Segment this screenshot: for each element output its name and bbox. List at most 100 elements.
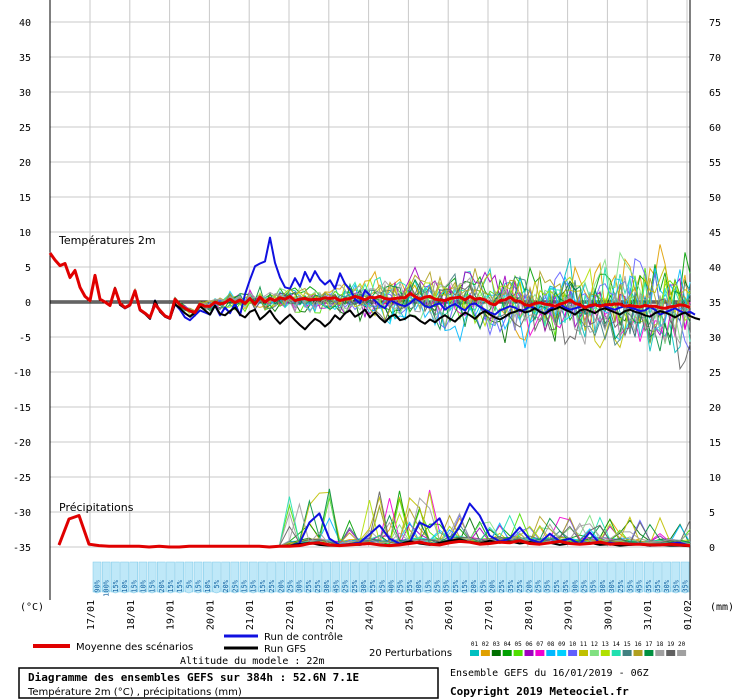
probability-badge-dot: [598, 584, 607, 594]
legend-perturbation-swatch: [655, 650, 665, 656]
probability-badge-dot: [616, 584, 625, 594]
probability-badge-dot: [561, 584, 570, 594]
y-axis-left-ticks: 40 35 30 25 20 15 10 5 0 -5 -10 -15 -20 -25 -30 -35: [13, 18, 31, 554]
probability-badge-dot: [533, 584, 543, 594]
probability-badge-label: 30%: [608, 579, 616, 592]
y-tick-label-left: 0: [25, 298, 31, 309]
x-tick-label: 26/01: [444, 600, 455, 630]
y-tick-label-right: 70: [709, 53, 721, 64]
probability-badge-dot: [221, 584, 230, 594]
legend-perturbation-swatch: [633, 650, 643, 656]
probability-badge-label: 25%: [535, 579, 543, 592]
probability-badge-label: 10%: [204, 579, 212, 592]
probability-badge-dot: [405, 584, 414, 594]
legend-perturbation-swatch: [491, 650, 501, 656]
probability-badge-dot: [386, 584, 396, 594]
legend-perturbation-number: 03: [493, 641, 501, 648]
probability-badge-label: 15%: [130, 579, 138, 592]
probability-badge-dot: [377, 584, 387, 594]
legend-perturbation-number: 19: [667, 641, 675, 648]
legend-perturbation-swatch: [622, 650, 632, 656]
legend-perturbation-swatch: [557, 650, 567, 656]
legend-control-label: Run de contrôle: [264, 631, 343, 643]
probability-badge-label: 15%: [112, 579, 120, 592]
probability-badge-dot: [552, 584, 561, 594]
probability-badge-dot: [322, 584, 331, 594]
probability-badge-label: 25%: [268, 579, 276, 592]
probability-badge-dot: [542, 584, 552, 594]
precipitation-probability-badges: 90% 100% 15% 10% 15% 10% 15% 20% 15% 15% 5% 15% 10% 5…: [92, 561, 690, 597]
probability-badge-dot: [460, 584, 469, 594]
legend-perturbation-number: 02: [482, 641, 490, 648]
probability-badge-label: 25%: [378, 579, 386, 592]
y-tick-label-left: 25: [19, 123, 31, 134]
legend-mean-label: Moyenne des scénarios: [76, 641, 193, 653]
probability-badge-dot: [111, 584, 120, 594]
y-tick-label-left: -35: [13, 543, 31, 554]
probability-badge-dot: [432, 584, 442, 594]
legend-perturbation-number: 20: [678, 641, 686, 648]
probability-badge-dot: [671, 584, 681, 594]
legend-perturbation-swatch: [666, 650, 676, 656]
x-tick-label: 25/01: [404, 600, 415, 630]
legend-perturbation-number: 11: [580, 641, 588, 648]
probability-badge-label: 20%: [277, 579, 285, 592]
probability-badge-label: 35%: [590, 579, 598, 592]
x-tick-label: 23/01: [325, 600, 336, 630]
probability-badge-label: 25%: [553, 579, 561, 592]
legend-perturbation-number: 09: [558, 641, 566, 648]
probability-badge-label: 25%: [286, 579, 294, 592]
y-tick-label-right: 20: [709, 403, 721, 414]
probability-badge-label: 15%: [461, 579, 469, 592]
y-tick-label-right: 35: [709, 298, 721, 309]
probability-badge-dot: [469, 584, 478, 594]
probability-badge-label: 30%: [323, 579, 331, 592]
x-tick-label: 30/01: [603, 600, 614, 630]
probability-badge-dot: [487, 584, 497, 594]
probability-badge-label: 20%: [525, 579, 533, 592]
ensemble-mean-temp-line: [48, 252, 691, 320]
probability-badge-label: 35%: [544, 579, 552, 592]
probability-badge-label: 30%: [571, 579, 579, 592]
legend-perturbation-number: 01: [471, 641, 479, 648]
probability-badge-label: 35%: [562, 579, 570, 592]
probability-badge-dot: [662, 584, 671, 594]
probability-badge-dot: [294, 584, 304, 594]
x-tick-label: 24/01: [365, 600, 376, 630]
probability-badge-label: 25%: [617, 579, 625, 592]
probability-badge-dot: [129, 584, 138, 594]
legend-perturbation-swatch: [589, 650, 599, 656]
legend-perturbations-label: 20 Perturbations: [369, 648, 452, 659]
precipitation-section-label: Précipitations: [59, 501, 134, 514]
y-tick-label-left: -15: [13, 403, 31, 414]
probability-badge-dot: [101, 584, 111, 594]
probability-badge-dot: [588, 584, 598, 594]
probability-badge-label: 90%: [94, 579, 102, 592]
probability-badge-label: 25%: [516, 579, 524, 592]
probability-badge-dot: [147, 584, 157, 594]
legend-perturbation-swatch: [524, 650, 534, 656]
probability-badge-dot: [285, 584, 295, 594]
legend-perturbation-number: 15: [623, 641, 631, 648]
y-tick-label-left: -25: [13, 473, 31, 484]
y-tick-label-left: 15: [19, 193, 31, 204]
legend-perturbation-number: 17: [645, 641, 653, 648]
y-tick-label-left: -10: [13, 368, 31, 379]
probability-badge-label: 40%: [388, 579, 396, 592]
probability-badge-label: 15%: [167, 579, 175, 592]
probability-badge-label: 35%: [507, 579, 515, 592]
chart-title: Diagramme des ensembles GEFS sur 384h : …: [28, 671, 359, 684]
legend-perturbation-swatch: [480, 650, 490, 656]
probability-badge-dot: [423, 584, 432, 594]
probability-badge-label: 35%: [682, 579, 690, 592]
plot-area: [50, 22, 690, 547]
probability-badge-dot: [212, 584, 221, 594]
legend-perturbation-swatch: [502, 650, 512, 656]
probability-badge-dot: [368, 584, 377, 594]
probability-badge-label: 10%: [139, 579, 147, 592]
probability-badge-label: 25%: [305, 579, 313, 592]
probability-badge-dot: [193, 584, 203, 594]
probability-badge-label: 25%: [433, 579, 441, 592]
probability-badge-dot: [258, 584, 267, 594]
x-tick-label: 27/01: [484, 600, 495, 630]
